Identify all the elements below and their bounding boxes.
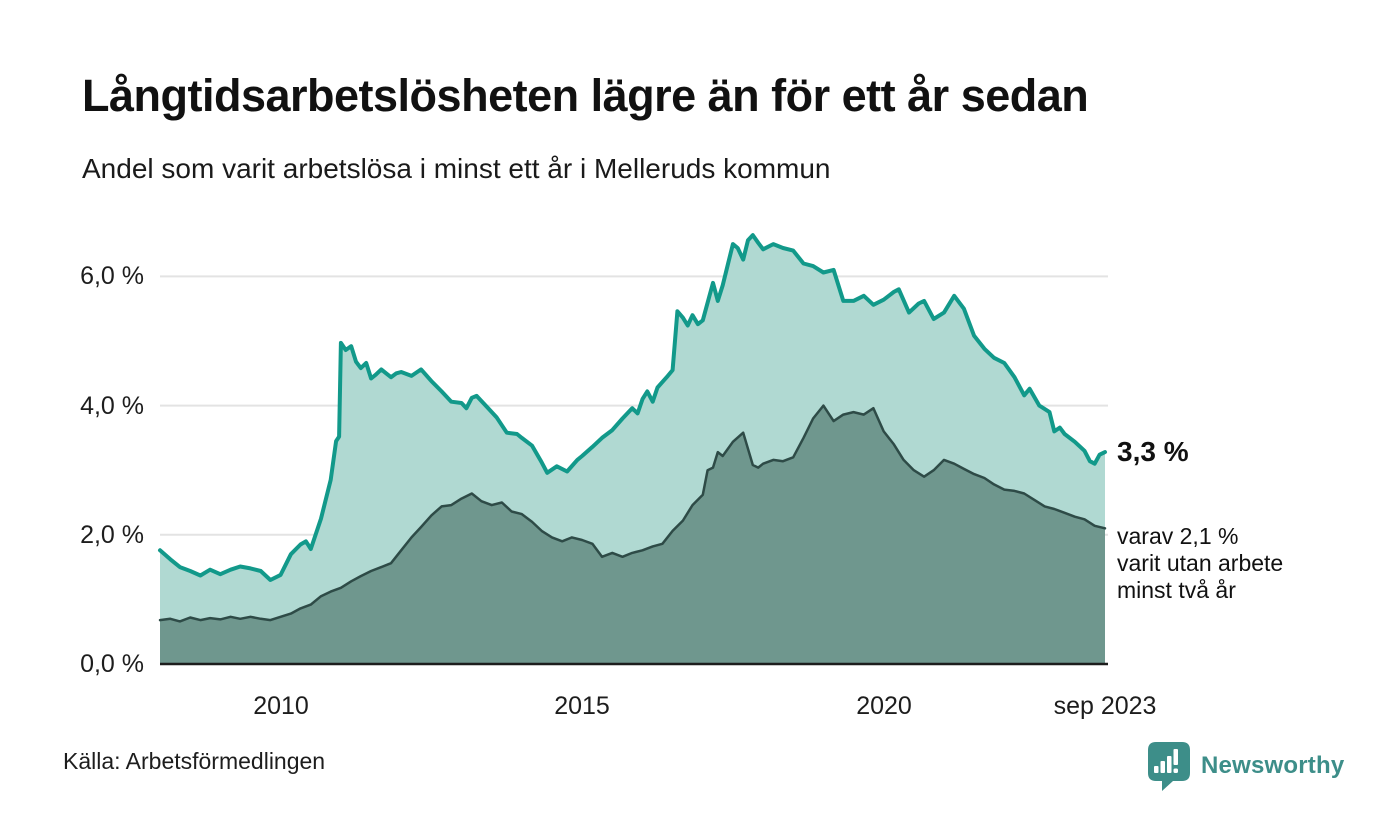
y-tick-0: 0,0 % xyxy=(80,650,144,678)
newsworthy-wordmark: Newsworthy xyxy=(1201,752,1345,779)
y-tick-4: 4,0 % xyxy=(80,392,144,420)
two-year-annotation-line1: varav 2,1 % xyxy=(1117,523,1239,549)
y-tick-2: 2,0 % xyxy=(80,521,144,549)
x-tick-2010: 2010 xyxy=(253,692,309,720)
newsworthy-icon xyxy=(1148,742,1190,791)
y-tick-6: 6,0 % xyxy=(80,262,144,290)
x-tick-sep2023: sep 2023 xyxy=(1053,692,1157,720)
chart-subtitle: Andel som varit arbetslösa i minst ett å… xyxy=(82,153,831,184)
page-title: Långtidsarbetslösheten lägre än för ett … xyxy=(82,70,1089,121)
latest-value-label: 3,3 % xyxy=(1117,436,1189,467)
two-year-annotation-line3: minst två år xyxy=(1117,577,1236,603)
source-text: Källa: Arbetsförmedlingen xyxy=(63,748,326,774)
two-year-annotation-line2: varit utan arbete xyxy=(1117,550,1284,576)
newsworthy-logo: Newsworthy xyxy=(1146,741,1344,791)
area-two-year-unemployed xyxy=(160,405,1105,664)
x-tick-2015: 2015 xyxy=(554,692,610,720)
line-total-unemployed xyxy=(158,233,1107,582)
two-year-annotation: varav 2,1 % varit utan arbete minst två … xyxy=(1117,523,1283,604)
line-two-year-unemployed xyxy=(158,404,1107,623)
x-tick-2020: 2020 xyxy=(856,692,912,720)
